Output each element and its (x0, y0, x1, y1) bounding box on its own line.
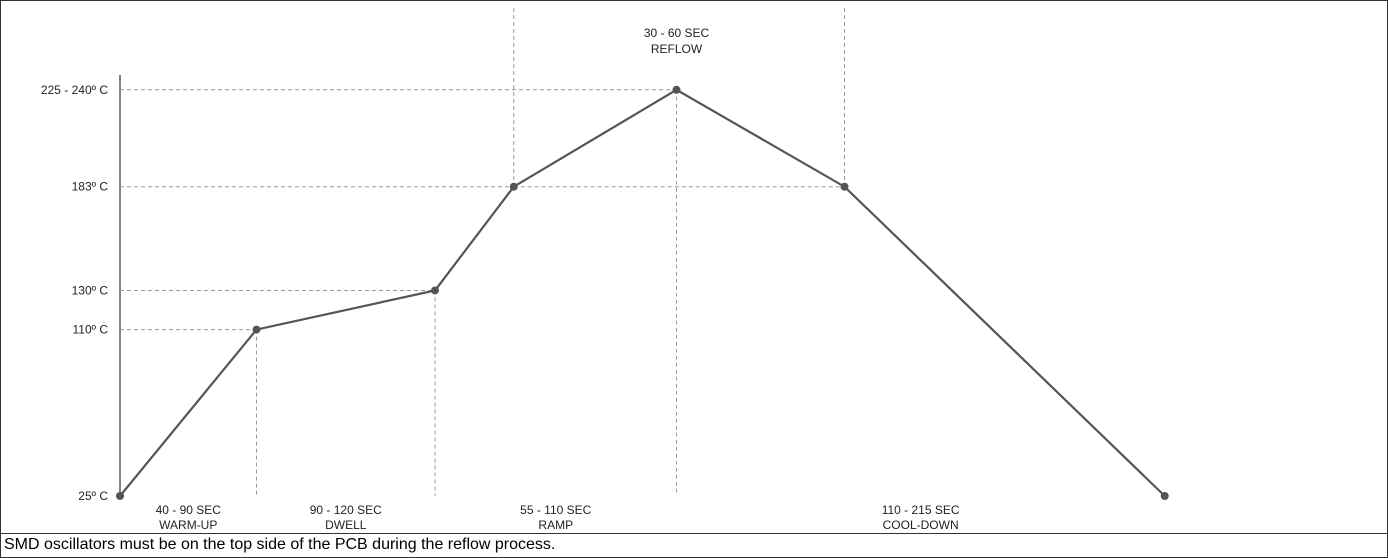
y-tick-label-2: 130º C (72, 283, 109, 297)
reflow-profile-chart: 25º C 110º C 130º C 183º C 225 - 240º C 40 - … (41, 8, 1169, 532)
guide-lines (120, 8, 845, 496)
profile-point-0 (116, 492, 124, 500)
y-tick-label-3: 183º C (72, 180, 109, 194)
phase-name-2: RAMP (538, 518, 573, 532)
phase-name-1: DWELL (325, 518, 367, 532)
phase-duration-0: 40 - 90 SEC (156, 503, 222, 517)
profile-point-5 (840, 182, 849, 191)
y-tick-label-1: 110º C (72, 323, 108, 337)
plot-area (116, 85, 1169, 500)
y-tick-label-4: 225 - 240º C (41, 83, 108, 97)
phase-duration-2: 55 - 110 SEC (520, 503, 591, 517)
phase-duration-1: 90 - 120 SEC (310, 503, 382, 517)
y-tick-label-0: 25º C (78, 489, 108, 503)
profile-point-1 (252, 325, 261, 334)
profile-point-3 (509, 182, 518, 191)
profile-point-6 (1160, 492, 1169, 500)
footer-divider (0, 533, 1388, 534)
reflow-name: REFLOW (651, 42, 703, 56)
profile-line (119, 88, 1166, 497)
phase-name-0: WARM-UP (159, 518, 217, 532)
profile-point-4 (672, 85, 681, 94)
reflow-duration: 30 - 60 SEC (644, 26, 710, 40)
phase-name-3: COOL-DOWN (883, 518, 959, 532)
footnote-text: SMD oscillators must be on the top side … (4, 536, 556, 553)
phase-duration-3: 110 - 215 SEC (882, 503, 960, 517)
chart-labels: 25º C 110º C 130º C 183º C 225 - 240º C 40 - … (41, 26, 960, 532)
profile-point-2 (431, 286, 439, 295)
